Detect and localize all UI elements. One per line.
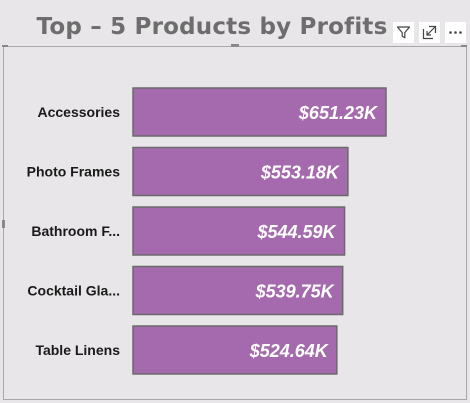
data-label: $651.23K [298, 103, 379, 123]
data-label: $524.64K [249, 341, 330, 361]
data-label: $553.18K [260, 163, 341, 183]
bar[interactable] [132, 325, 338, 375]
bar-group[interactable]: Cocktail Gla... $539.75K [27, 265, 344, 316]
visual-header-icons [393, 22, 466, 43]
bar[interactable] [132, 87, 387, 137]
bar-group[interactable]: Bathroom F... $544.59K [31, 206, 346, 256]
resize-handle-corner-top-left[interactable] [2, 45, 8, 47]
category-label: Accessories [37, 104, 120, 120]
filter-icon[interactable] [393, 22, 414, 43]
more-options-icon[interactable] [445, 22, 466, 43]
category-label: Bathroom F... [31, 223, 120, 239]
resize-handle-corner-top-right[interactable] [461, 45, 467, 47]
bar[interactable] [132, 265, 344, 316]
data-label: $544.59K [256, 222, 337, 242]
bar-group[interactable]: Accessories $651.23K [37, 87, 387, 137]
bar[interactable] [132, 146, 349, 197]
bar-group[interactable]: Table Linens $524.64K [35, 325, 338, 375]
resize-handle-top[interactable] [231, 44, 239, 47]
category-label: Cocktail Gla... [27, 283, 120, 299]
chart-title: Top – 5 Products by Profits [36, 14, 388, 40]
focus-mode-icon[interactable] [419, 22, 440, 43]
data-label: $539.75K [255, 282, 336, 302]
bar[interactable] [132, 206, 346, 256]
category-label: Table Linens [35, 342, 120, 358]
bar-group[interactable]: Photo Frames $553.18K [27, 146, 349, 197]
category-label: Photo Frames [27, 164, 121, 180]
resize-handle-left[interactable] [2, 220, 5, 228]
